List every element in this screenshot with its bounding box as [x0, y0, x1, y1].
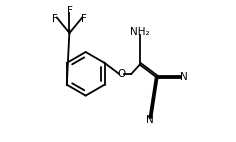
Text: NH₂: NH₂ [130, 27, 150, 37]
Text: O: O [117, 69, 126, 79]
Text: F: F [52, 14, 58, 24]
Text: F: F [67, 6, 72, 15]
Text: N: N [146, 114, 153, 125]
Text: N: N [180, 72, 187, 82]
Text: F: F [81, 14, 87, 24]
